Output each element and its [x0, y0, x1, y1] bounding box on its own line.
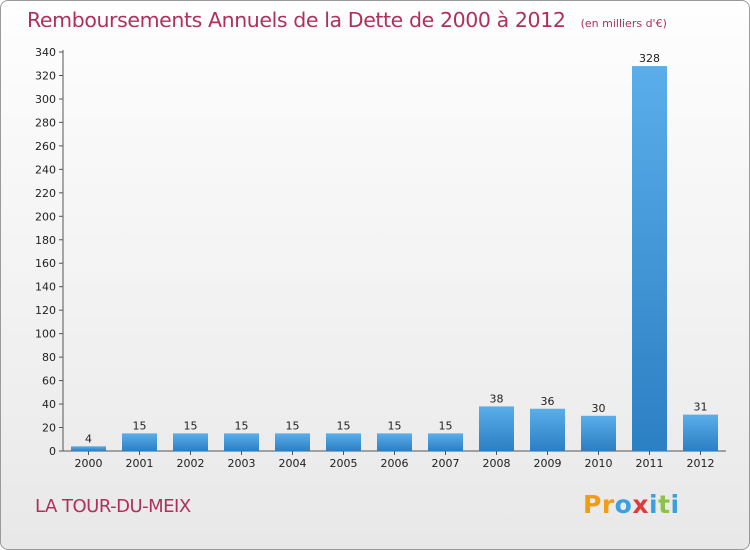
data-label: 4 — [85, 432, 92, 445]
chart-unit-note: (en milliers d'€) — [580, 17, 667, 30]
x-tick-label: 2008 — [483, 457, 511, 470]
y-tick-label: 200 — [35, 210, 56, 223]
bar-2002 — [173, 433, 208, 451]
logo-letter: o — [614, 490, 633, 519]
bar-2012 — [683, 414, 718, 451]
logo-letter: P — [583, 490, 602, 519]
bar-2008 — [479, 406, 514, 451]
data-label: 15 — [286, 419, 300, 432]
logo-letter: i — [649, 490, 659, 519]
bar-2001 — [122, 433, 157, 451]
y-tick-label: 320 — [35, 69, 56, 82]
x-tick-label: 2007 — [432, 457, 460, 470]
x-tick-label: 2001 — [126, 457, 154, 470]
data-label: 15 — [133, 419, 147, 432]
x-tick-label: 2010 — [585, 457, 613, 470]
data-label: 15 — [184, 419, 198, 432]
y-tick-label: 260 — [35, 140, 56, 153]
y-tick-label: 60 — [42, 375, 56, 388]
bar-2009 — [530, 408, 565, 451]
data-label: 328 — [639, 52, 660, 65]
y-tick-label: 0 — [49, 445, 56, 458]
y-tick-label: 240 — [35, 163, 56, 176]
y-tick-label: 180 — [35, 234, 56, 247]
bar-2006 — [377, 433, 412, 451]
bar-2007 — [428, 433, 463, 451]
x-tick-label: 2011 — [636, 457, 664, 470]
data-label: 31 — [694, 401, 708, 414]
logo-letter: i — [670, 490, 680, 519]
x-tick-label: 2009 — [534, 457, 562, 470]
logo-letter: t — [658, 490, 671, 519]
bar-2011 — [632, 66, 667, 452]
y-tick-label: 20 — [42, 422, 56, 435]
y-tick-label: 340 — [35, 46, 56, 59]
x-tick-label: 2004 — [279, 457, 307, 470]
bar-2004 — [275, 433, 310, 451]
data-label: 36 — [541, 395, 555, 408]
x-tick-label: 2000 — [75, 457, 103, 470]
x-tick-label: 2006 — [381, 457, 409, 470]
proxiti-logo[interactable]: Proxiti — [583, 490, 680, 519]
y-tick-label: 300 — [35, 93, 56, 106]
chart-title-text: Remboursements Annuels de la Dette de 20… — [27, 8, 566, 32]
x-tick-label: 2012 — [687, 457, 715, 470]
data-label: 15 — [235, 419, 249, 432]
data-label: 38 — [490, 392, 504, 405]
x-tick-label: 2003 — [228, 457, 256, 470]
y-tick-label: 40 — [42, 398, 56, 411]
logo-letter: x — [632, 490, 649, 519]
data-label: 15 — [388, 419, 402, 432]
data-label: 15 — [337, 419, 351, 432]
y-tick-label: 280 — [35, 116, 56, 129]
y-tick-label: 80 — [42, 351, 56, 364]
data-label: 30 — [592, 402, 606, 415]
x-tick-label: 2002 — [177, 457, 205, 470]
y-tick-label: 160 — [35, 257, 56, 270]
bar-2003 — [224, 433, 259, 451]
y-tick-label: 120 — [35, 304, 56, 317]
y-tick-label: 140 — [35, 281, 56, 294]
chart-title: Remboursements Annuels de la Dette de 20… — [27, 8, 667, 32]
y-tick-label: 220 — [35, 187, 56, 200]
bar-2010 — [581, 415, 616, 451]
x-tick-label: 2005 — [330, 457, 358, 470]
bar-2000 — [71, 446, 106, 451]
bar-2005 — [326, 433, 361, 451]
data-label: 15 — [439, 419, 453, 432]
y-tick-label: 100 — [35, 328, 56, 341]
logo-letter: r — [601, 490, 615, 519]
commune-name: LA TOUR-DU-MEIX — [35, 496, 191, 517]
